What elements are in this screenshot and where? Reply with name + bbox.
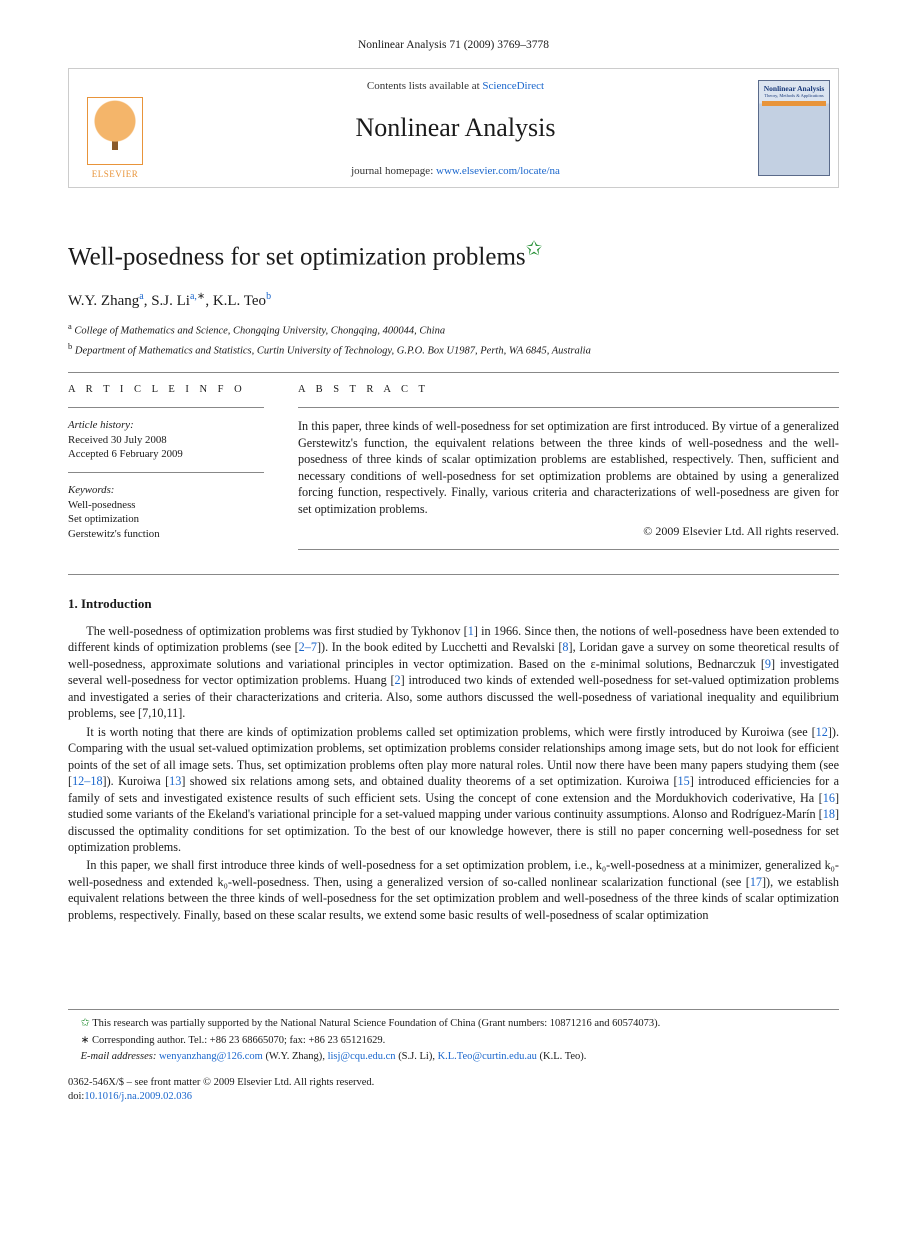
affiliation: a College of Mathematics and Science, Ch… <box>68 321 839 339</box>
author-name: W.Y. Zhang <box>68 293 139 309</box>
affil-sup: a <box>68 321 72 331</box>
elsevier-tree-icon <box>87 97 143 165</box>
abstract-label: A B S T R A C T <box>298 383 839 397</box>
author: S.J. Lia,∗ <box>151 293 205 309</box>
divider <box>68 407 264 408</box>
author-name: K.L. Teo <box>213 293 266 309</box>
email-footnote: E-mail addresses: wenyanzhang@126.com (W… <box>68 1050 839 1064</box>
journal-banner: ELSEVIER Contents lists available at Sci… <box>68 68 839 188</box>
email-link[interactable]: K.L.Teo@curtin.edu.au <box>438 1051 537 1062</box>
citation-link[interactable]: 16 <box>823 791 835 805</box>
cover-subtitle: Theory, Methods & Applications <box>764 93 823 99</box>
affil-text: Department of Mathematics and Statistics… <box>75 345 591 356</box>
keywords-head: Keywords: <box>68 483 264 498</box>
homepage-line: journal homepage: www.elsevier.com/locat… <box>169 164 742 179</box>
citation-link[interactable]: 12–18 <box>72 774 102 788</box>
homepage-link[interactable]: www.elsevier.com/locate/na <box>436 165 560 177</box>
article-title: Well-posedness for set optimization prob… <box>68 236 839 274</box>
author-list: W.Y. Zhanga, S.J. Lia,∗, K.L. Teob <box>68 290 839 311</box>
abstract-text: In this paper, three kinds of well-posed… <box>298 418 839 517</box>
cover-thumb-cell: Nonlinear Analysis Theory, Methods & App… <box>750 69 838 187</box>
contents-line: Contents lists available at ScienceDirec… <box>169 79 742 94</box>
divider <box>68 472 264 473</box>
affil-sup: b <box>68 341 72 351</box>
footnotes-block: ✩ This research was partially supported … <box>68 1009 839 1064</box>
footnote-star-icon: ✩ <box>81 1017 90 1029</box>
affil-ref-link[interactable]: a <box>139 291 143 302</box>
citation-link[interactable]: 9 <box>765 657 771 671</box>
corr-star-icon: ∗ <box>81 1035 90 1046</box>
publisher-logo-cell: ELSEVIER <box>69 69 161 187</box>
citation-link[interactable]: 13 <box>169 774 181 788</box>
funding-text: This research was partially supported by… <box>92 1018 660 1029</box>
banner-center: Contents lists available at ScienceDirec… <box>161 69 750 187</box>
funding-footnote: ✩ This research was partially supported … <box>68 1016 839 1031</box>
publisher-name: ELSEVIER <box>87 168 143 180</box>
keyword: Well-posedness <box>68 498 264 513</box>
author-affil-sup: a <box>139 291 143 302</box>
author-name: S.J. Li <box>151 293 190 309</box>
cover-bar <box>762 101 826 106</box>
sciencedirect-link[interactable]: ScienceDirect <box>482 80 544 92</box>
info-abstract-row: A R T I C L E I N F O Article history: R… <box>68 383 839 560</box>
email-link[interactable]: lisj@cqu.edu.cn <box>328 1051 396 1062</box>
article-info-label: A R T I C L E I N F O <box>68 383 264 397</box>
author: W.Y. Zhanga <box>68 293 144 309</box>
history-received: Received 30 July 2008 <box>68 433 264 448</box>
body-paragraph: The well-posedness of optimization probl… <box>68 623 839 722</box>
article-info-block: A R T I C L E I N F O Article history: R… <box>68 383 264 560</box>
divider <box>298 407 839 408</box>
citation-link[interactable]: 2–7 <box>299 640 317 654</box>
divider <box>68 574 839 575</box>
title-footnote-star-icon: ✩ <box>526 238 543 260</box>
corresponding-footnote: ∗ Corresponding author. Tel.: +86 23 686… <box>68 1034 839 1048</box>
keyword: Gerstewitz's function <box>68 527 264 542</box>
header-citation: Nonlinear Analysis 71 (2009) 3769–3778 <box>68 38 839 54</box>
homepage-prefix: journal homepage: <box>351 165 436 177</box>
abstract-copyright: © 2009 Elsevier Ltd. All rights reserved… <box>298 523 839 539</box>
cover-title: Nonlinear Analysis <box>764 85 825 93</box>
corr-text: Corresponding author. Tel.: +86 23 68665… <box>92 1035 385 1046</box>
citation-link[interactable]: 18 <box>823 807 835 821</box>
affil-ref-link[interactable]: b <box>266 291 271 302</box>
elsevier-logo: ELSEVIER <box>87 97 143 180</box>
doi-link[interactable]: 10.1016/j.na.2009.02.036 <box>84 1091 192 1102</box>
affil-text: College of Mathematics and Science, Chon… <box>74 325 445 336</box>
affiliation: b Department of Mathematics and Statisti… <box>68 341 839 359</box>
email-who: (W.Y. Zhang) <box>265 1051 322 1062</box>
email-who: (S.J. Li) <box>398 1051 432 1062</box>
email-label: E-mail addresses: <box>81 1051 157 1062</box>
citation-link[interactable]: 17 <box>750 875 762 889</box>
bottom-block: 0362-546X/$ – see front matter © 2009 El… <box>68 1076 839 1104</box>
history-accepted: Accepted 6 February 2009 <box>68 447 264 462</box>
body-paragraph: In this paper, we shall first introduce … <box>68 857 839 923</box>
keyword: Set optimization <box>68 512 264 527</box>
author-affil-sup: a,∗ <box>190 291 205 302</box>
history-head: Article history: <box>68 418 264 433</box>
email-who: (K.L. Teo) <box>540 1051 584 1062</box>
corresponding-star-icon: ∗ <box>197 291 205 302</box>
citation-link[interactable]: 2 <box>395 673 401 687</box>
section-heading: 1. Introduction <box>68 595 839 613</box>
author: K.L. Teob <box>213 293 271 309</box>
doi-line: doi:10.1016/j.na.2009.02.036 <box>68 1090 839 1104</box>
divider <box>68 372 839 373</box>
citation-link[interactable]: 8 <box>562 640 568 654</box>
author-affil-sup: b <box>266 291 271 302</box>
front-matter-line: 0362-546X/$ – see front matter © 2009 El… <box>68 1076 839 1090</box>
contents-prefix: Contents lists available at <box>367 80 482 92</box>
journal-name: Nonlinear Analysis <box>169 110 742 145</box>
email-link[interactable]: wenyanzhang@126.com <box>159 1051 263 1062</box>
abstract-block: A B S T R A C T In this paper, three kin… <box>298 383 839 560</box>
citation-link[interactable]: 15 <box>678 774 690 788</box>
body-paragraph: It is worth noting that there are kinds … <box>68 724 839 856</box>
divider <box>298 549 839 550</box>
journal-cover-thumb: Nonlinear Analysis Theory, Methods & App… <box>758 80 830 176</box>
affil-ref-link[interactable]: a, <box>190 291 197 302</box>
doi-label: doi: <box>68 1091 84 1102</box>
citation-link[interactable]: 12 <box>816 725 828 739</box>
citation-link[interactable]: 1 <box>468 624 474 638</box>
title-text: Well-posedness for set optimization prob… <box>68 243 526 270</box>
